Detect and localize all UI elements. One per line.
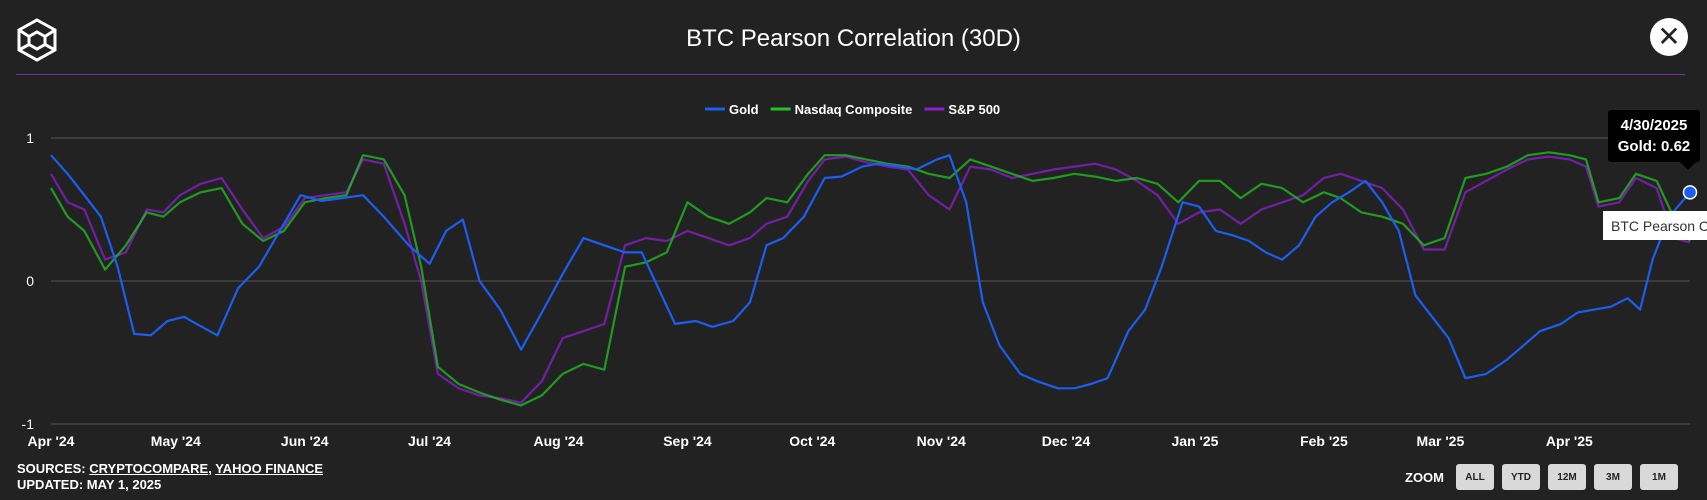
- series-line-gold[interactable]: [50, 154, 1691, 390]
- sources-separator: ,: [208, 461, 212, 476]
- series-lines[interactable]: [50, 151, 1691, 407]
- zoom-controls: ZOOM ALL YTD 12M 3M 1M: [1405, 463, 1678, 491]
- legend-label: Gold: [729, 102, 759, 117]
- x-tick-label: Jan '25: [1172, 433, 1219, 449]
- x-tick-label: Jul '24: [408, 433, 451, 449]
- source-link-cryptocompare[interactable]: CRYPTOCOMPARE: [89, 461, 209, 476]
- cube-logo-icon[interactable]: [16, 18, 58, 62]
- series-tag: BTC Pearson C: [1603, 211, 1707, 240]
- y-axis-labels: 1 0 -1: [22, 130, 35, 432]
- legend-item[interactable]: Gold: [705, 102, 759, 117]
- legend-label: S&P 500: [948, 102, 1000, 117]
- y-tick-label: 1: [26, 130, 34, 146]
- sources-block: SOURCES: CRYPTOCOMPARE, YAHOO FINANCE UP…: [17, 461, 323, 493]
- x-tick-label: Aug '24: [533, 433, 583, 449]
- x-tick-label: Nov '24: [917, 433, 966, 449]
- page-title: BTC Pearson Correlation (30D): [686, 25, 1021, 52]
- header-divider: [16, 74, 1685, 75]
- series-line-s-p-500[interactable]: [50, 155, 1691, 404]
- tooltip-value: Gold: 0.62: [1617, 138, 1691, 155]
- close-icon: ✕: [1657, 21, 1681, 52]
- x-tick-label: Sep '24: [663, 433, 712, 449]
- legend-item[interactable]: S&P 500: [924, 102, 1000, 117]
- sources-label: SOURCES:: [17, 461, 86, 476]
- x-axis-labels: Apr '24 May '24 Jun '24 Jul '24 Aug '24 Sep '…: [28, 433, 1593, 449]
- x-tick-label: Apr '25: [1546, 433, 1593, 449]
- y-tick-label: 0: [26, 273, 34, 289]
- grid-lines: [51, 137, 1690, 425]
- zoom-ytd-button[interactable]: YTD: [1502, 464, 1540, 490]
- x-tick-label: Feb '25: [1300, 433, 1348, 449]
- x-tick-label: Apr '24: [28, 433, 75, 449]
- chart-tooltip: 4/30/2025 Gold: 0.62: [1608, 110, 1700, 170]
- x-tick-label: Oct '24: [789, 433, 835, 449]
- source-link-yahoo-finance[interactable]: YAHOO FINANCE: [215, 461, 324, 476]
- legend-label: Nasdaq Composite: [795, 102, 913, 117]
- chart-legend[interactable]: Gold Nasdaq Composite S&P 500: [705, 102, 1000, 117]
- x-tick-label: Jun '24: [281, 433, 329, 449]
- zoom-1m-button[interactable]: 1M: [1640, 464, 1678, 490]
- x-tick-label: Dec '24: [1042, 433, 1091, 449]
- tooltip-date: 4/30/2025: [1620, 117, 1688, 134]
- highlight-point[interactable]: [1682, 185, 1698, 200]
- x-tick-label: May '24: [151, 433, 201, 449]
- y-tick-label: -1: [22, 416, 35, 432]
- legend-item[interactable]: Nasdaq Composite: [770, 102, 913, 117]
- correlation-chart: 1 0 -1 Apr '24 May '24 Jun '24 Jul '24 Aug '24…: [22, 102, 1698, 449]
- zoom-all-button[interactable]: ALL: [1456, 464, 1494, 490]
- zoom-label: ZOOM: [1405, 469, 1444, 485]
- updated-date: UPDATED: MAY 1, 2025: [17, 477, 162, 492]
- x-tick-label: Mar '25: [1417, 433, 1465, 449]
- highlight-marker[interactable]: [1682, 185, 1698, 200]
- zoom-3m-button[interactable]: 3M: [1594, 464, 1632, 490]
- series-line-nasdaq-composite[interactable]: [50, 151, 1691, 407]
- zoom-12m-button[interactable]: 12M: [1548, 464, 1586, 490]
- close-button[interactable]: ✕: [1650, 18, 1688, 56]
